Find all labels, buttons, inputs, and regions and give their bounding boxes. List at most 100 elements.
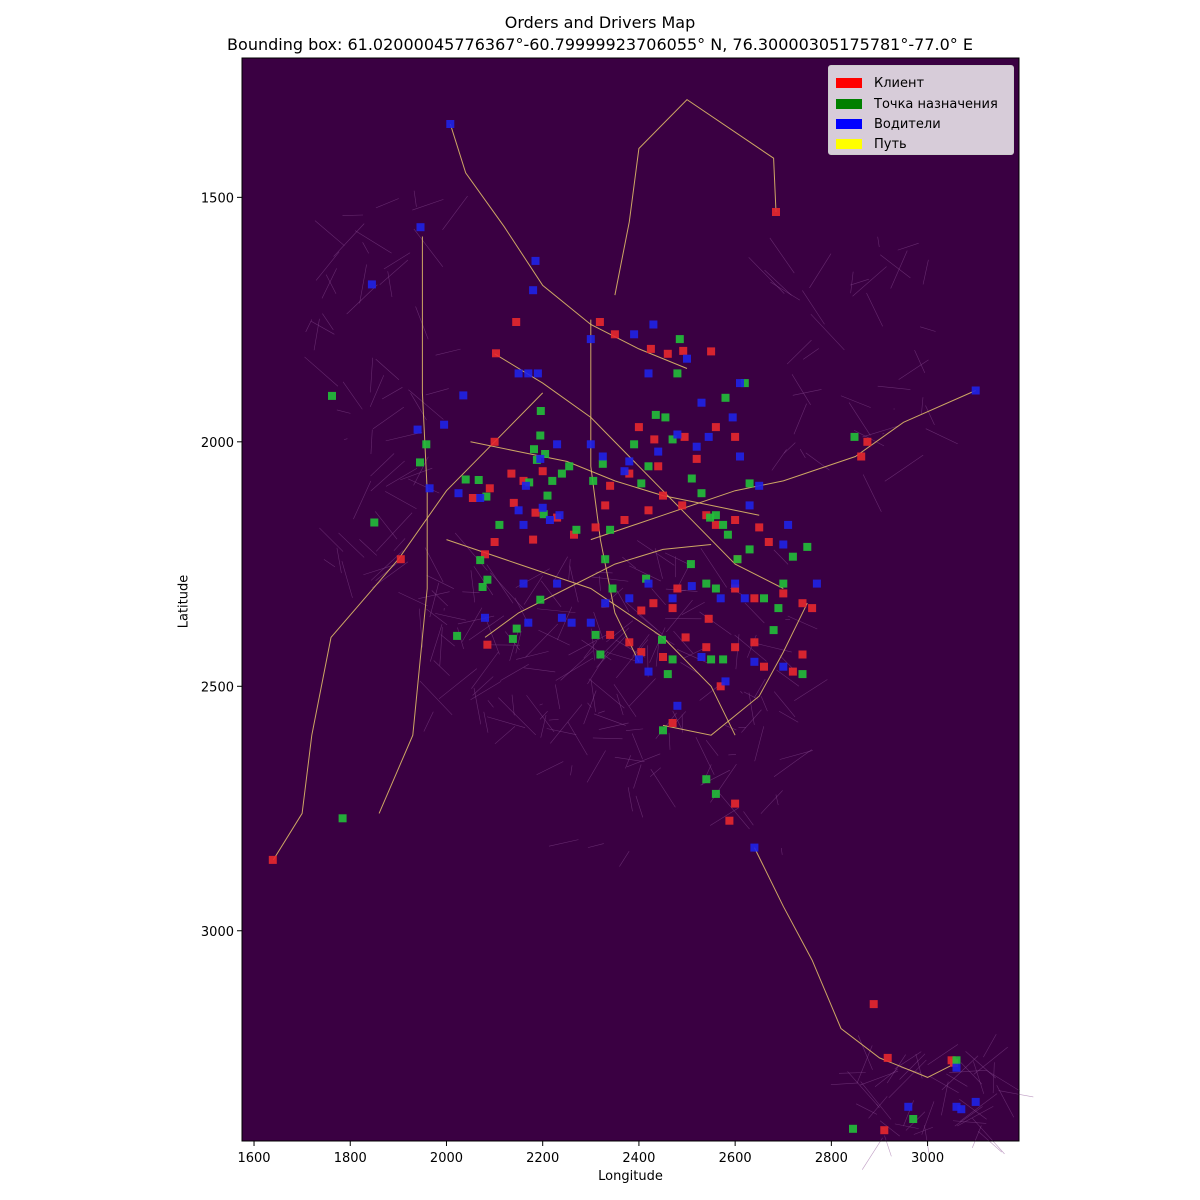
destination-marker xyxy=(719,655,728,664)
street-line xyxy=(322,313,334,331)
street-line xyxy=(375,198,399,209)
destination-marker xyxy=(769,626,778,635)
street-line xyxy=(799,448,806,458)
destination-marker xyxy=(952,1056,961,1065)
street-line xyxy=(925,405,935,426)
street-line xyxy=(398,592,428,607)
client-marker xyxy=(644,506,653,515)
destination-marker xyxy=(803,542,812,551)
destination-marker xyxy=(740,379,749,388)
chart-subtitle: Bounding box: 61.02000045776367°-60.7999… xyxy=(227,35,973,54)
destination-marker xyxy=(453,631,462,640)
client-marker xyxy=(681,633,690,642)
street-line xyxy=(516,651,549,660)
driver-marker xyxy=(750,843,759,852)
street-line xyxy=(484,616,500,655)
street-line xyxy=(683,647,705,659)
street-line xyxy=(879,1120,900,1137)
client-marker xyxy=(519,476,528,485)
destination-marker xyxy=(548,476,557,485)
street-line xyxy=(626,753,661,768)
street-line xyxy=(724,724,737,731)
destination-marker xyxy=(642,574,651,583)
street-line xyxy=(773,691,796,718)
street-line xyxy=(665,588,698,592)
client-marker xyxy=(268,855,277,864)
street-line xyxy=(379,259,409,286)
street-line xyxy=(886,1054,906,1084)
street-line xyxy=(487,700,494,708)
street-line xyxy=(734,634,767,662)
street-line xyxy=(973,1046,1008,1075)
client-marker xyxy=(650,435,659,444)
street-line xyxy=(850,271,854,294)
client-marker xyxy=(595,318,604,326)
street-line xyxy=(971,1117,1005,1155)
driver-marker xyxy=(644,579,653,588)
destination-marker xyxy=(637,479,646,488)
destination-marker xyxy=(565,462,574,471)
driver-marker xyxy=(779,540,788,549)
street-line xyxy=(425,388,449,396)
route-path xyxy=(446,539,736,736)
destination-marker xyxy=(606,525,615,534)
destination-marker xyxy=(760,594,768,603)
street-line xyxy=(959,1098,987,1120)
street-line xyxy=(986,1070,1021,1092)
driver-marker xyxy=(625,594,634,603)
street-line xyxy=(523,667,556,673)
client-marker xyxy=(610,330,619,339)
street-line xyxy=(695,737,715,775)
street-line xyxy=(874,1068,898,1087)
driver-marker xyxy=(521,481,530,490)
driver-marker xyxy=(634,655,643,664)
destination-marker xyxy=(711,511,720,520)
street-line xyxy=(852,266,887,297)
map-markers xyxy=(268,120,980,1135)
destination-marker xyxy=(370,518,379,527)
street-line xyxy=(792,389,822,396)
driver-marker xyxy=(533,369,542,378)
destination-marker xyxy=(474,476,483,484)
street-line xyxy=(779,750,813,760)
client-marker xyxy=(663,349,672,358)
street-line xyxy=(781,847,783,855)
street-line xyxy=(333,223,365,257)
street-line xyxy=(440,634,455,647)
street-line xyxy=(494,726,516,745)
street-line xyxy=(369,375,385,407)
destination-marker xyxy=(608,584,617,593)
driver-marker xyxy=(519,520,528,529)
destination-marker xyxy=(416,458,424,467)
street-line xyxy=(802,348,819,360)
street-line xyxy=(375,560,401,582)
client-marker xyxy=(606,481,615,490)
destination-marker xyxy=(850,432,859,441)
driver-marker xyxy=(673,701,682,710)
street-line xyxy=(954,1106,983,1127)
y-axis: 1500 2000 2500 3000 xyxy=(201,191,242,940)
destination-marker xyxy=(338,814,347,823)
street-line xyxy=(354,230,392,254)
client-marker xyxy=(492,349,500,358)
client-marker xyxy=(779,589,788,598)
driver-marker xyxy=(440,420,449,429)
street-line xyxy=(613,684,637,717)
street-line xyxy=(632,634,650,657)
street-line xyxy=(857,1035,873,1070)
street-line xyxy=(625,601,658,631)
street-line xyxy=(557,606,573,640)
driver-marker xyxy=(644,667,653,676)
driver-marker xyxy=(721,677,730,686)
street-line xyxy=(650,769,676,808)
y-tick-label: 1500 xyxy=(201,191,234,206)
street-line xyxy=(314,220,345,246)
street-line xyxy=(587,651,609,685)
street-line xyxy=(546,728,577,735)
street-line xyxy=(866,292,883,327)
street-line xyxy=(787,615,818,630)
driver-marker xyxy=(531,256,540,265)
street-line xyxy=(628,678,656,707)
street-line xyxy=(375,358,400,380)
client-marker xyxy=(570,530,578,539)
